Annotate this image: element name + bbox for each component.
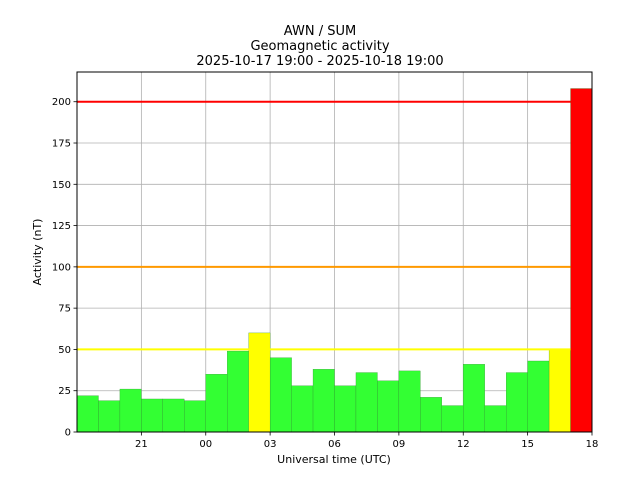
bar-0800 bbox=[355, 372, 378, 433]
bar-2300 bbox=[162, 398, 185, 433]
x-tick-label: 21 bbox=[135, 439, 148, 450]
y-tick-label: 100 bbox=[52, 262, 71, 273]
y-tick-label: 0 bbox=[65, 428, 71, 439]
chart-title: AWN / SUM bbox=[283, 24, 357, 39]
bar-0100 bbox=[205, 374, 228, 433]
bar-0700 bbox=[334, 385, 357, 433]
y-tick-label: 125 bbox=[52, 221, 71, 232]
bar-layer bbox=[76, 88, 593, 433]
bar-2000 bbox=[98, 400, 121, 433]
y-tick-label: 25 bbox=[58, 386, 71, 397]
x-tick-label: 12 bbox=[457, 439, 470, 450]
bar-2100 bbox=[119, 388, 142, 433]
y-tick-label: 150 bbox=[52, 180, 71, 191]
x-tick-label: 09 bbox=[393, 439, 406, 450]
chart-subtitle: Geomagnetic activity bbox=[250, 39, 390, 54]
bar-0600 bbox=[312, 369, 335, 433]
bar-1400 bbox=[484, 405, 507, 433]
bar-2200 bbox=[141, 398, 163, 433]
bar-0400 bbox=[269, 357, 292, 433]
x-tick-label: 06 bbox=[328, 439, 341, 450]
bar-1500 bbox=[506, 372, 528, 433]
chart-time-range: 2025-10-17 19:00 - 2025-10-18 19:00 bbox=[196, 54, 444, 69]
bar-0000 bbox=[184, 400, 206, 433]
bar-1200 bbox=[441, 405, 464, 433]
x-axis-label: Universal time (UTC) bbox=[277, 453, 391, 466]
bar-0500 bbox=[291, 385, 314, 433]
bar-0300 bbox=[248, 332, 271, 433]
bar-0900 bbox=[377, 380, 400, 433]
bar-0200 bbox=[227, 350, 249, 433]
plot-frame bbox=[76, 71, 593, 433]
y-tick-label: 175 bbox=[52, 139, 71, 150]
bar-1100 bbox=[420, 397, 442, 433]
bar-1300 bbox=[463, 364, 485, 433]
threshold-layer bbox=[77, 100, 571, 351]
y-axis-label: Activity (nT) bbox=[31, 219, 44, 286]
x-tick-label: 15 bbox=[521, 439, 534, 450]
x-tick-label: 00 bbox=[199, 439, 212, 450]
bar-1800 bbox=[570, 88, 593, 433]
y-tick-label: 200 bbox=[52, 97, 71, 108]
bar-1900 bbox=[76, 395, 99, 433]
tick-layer: 0 25 50 75 100 125 150 175 200 21 00 03 06 09 12 15 18 bbox=[52, 97, 598, 450]
y-tick-label: 75 bbox=[58, 304, 71, 315]
bar-1700 bbox=[548, 349, 571, 433]
bar-1600 bbox=[527, 360, 550, 433]
x-tick-label: 03 bbox=[264, 439, 277, 450]
x-tick-label: 18 bbox=[586, 439, 599, 450]
y-tick-label: 50 bbox=[58, 345, 71, 356]
bar-1000 bbox=[398, 370, 421, 433]
